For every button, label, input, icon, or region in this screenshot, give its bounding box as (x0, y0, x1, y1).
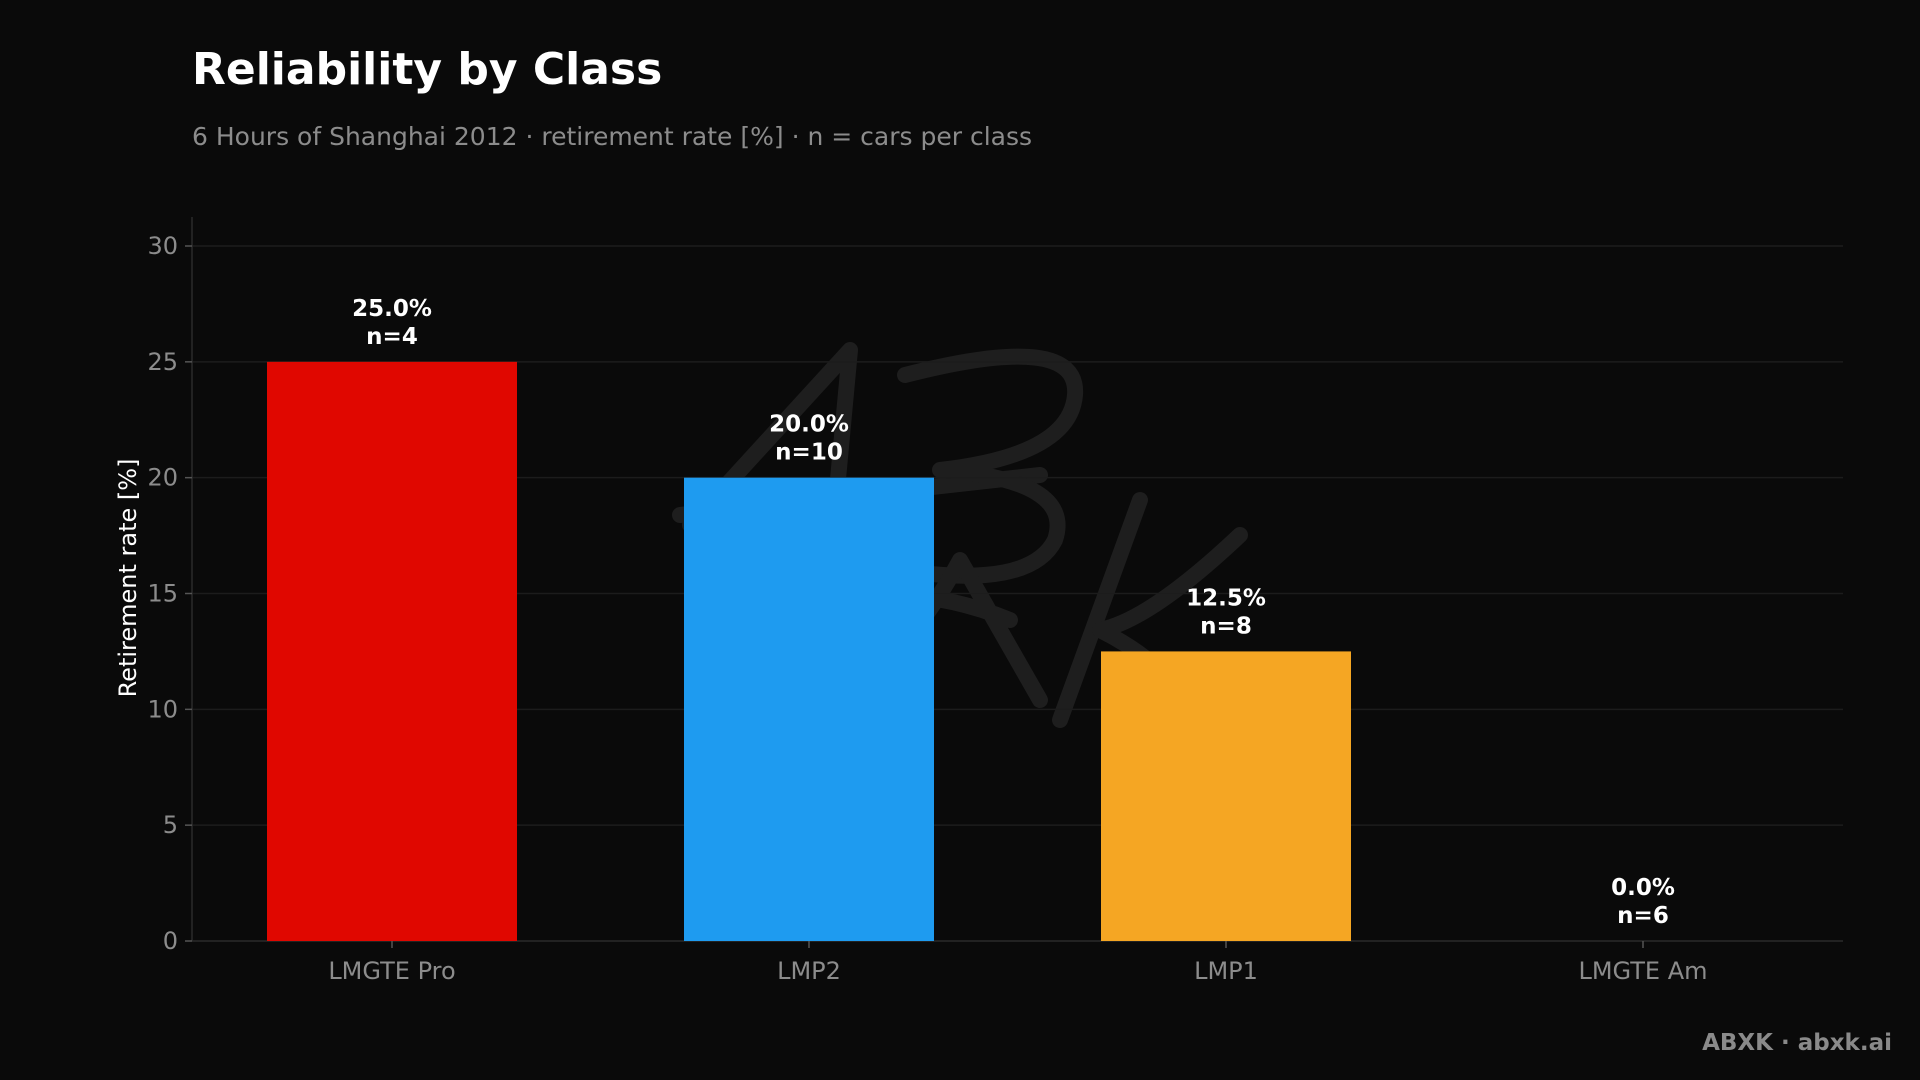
chart-subtitle: 6 Hours of Shanghai 2012 · retirement ra… (192, 122, 1033, 151)
y-tick-label: 5 (163, 811, 178, 839)
x-tick-label: LMGTE Am (1578, 957, 1707, 985)
y-tick-label: 0 (163, 927, 178, 955)
bar-count-label: n=10 (775, 440, 843, 466)
footer-credit: ABXK · abxk.ai (1702, 1030, 1892, 1056)
bar-lmp2 (684, 477, 934, 941)
bars (267, 361, 1351, 941)
y-tick-label: 30 (147, 232, 178, 260)
bar-count-label: n=6 (1617, 903, 1669, 929)
x-tick-label: LMGTE Pro (328, 957, 455, 985)
data-labels: 25.0%n=4 20.0%n=10 12.5%n=8 0.0%n=6 (352, 296, 1675, 929)
y-tick-label: 25 (147, 348, 178, 376)
bar-value-label: 25.0% (352, 296, 432, 322)
x-axis-ticks: LMGTE Pro LMP2 LMP1 LMGTE Am (328, 941, 1708, 985)
y-tick-label: 10 (147, 695, 178, 723)
bar-value-label: 20.0% (769, 412, 849, 438)
x-tick-label: LMP2 (777, 957, 841, 985)
y-axis-ticks: 0 5 10 15 20 25 30 (147, 232, 192, 955)
y-tick-label: 20 (147, 464, 178, 492)
bar-value-label: 0.0% (1611, 875, 1675, 901)
y-tick-label: 15 (147, 580, 178, 608)
bar-count-label: n=8 (1200, 613, 1252, 639)
chart-title: Reliability by Class (192, 44, 663, 95)
bar-count-label: n=4 (366, 324, 418, 350)
bar-value-label: 12.5% (1186, 585, 1266, 611)
bar-lmp1 (1101, 651, 1351, 941)
y-axis-label: Retirement rate [%] (114, 459, 142, 698)
x-tick-label: LMP1 (1194, 957, 1258, 985)
bar-lmgte-pro (267, 361, 517, 941)
